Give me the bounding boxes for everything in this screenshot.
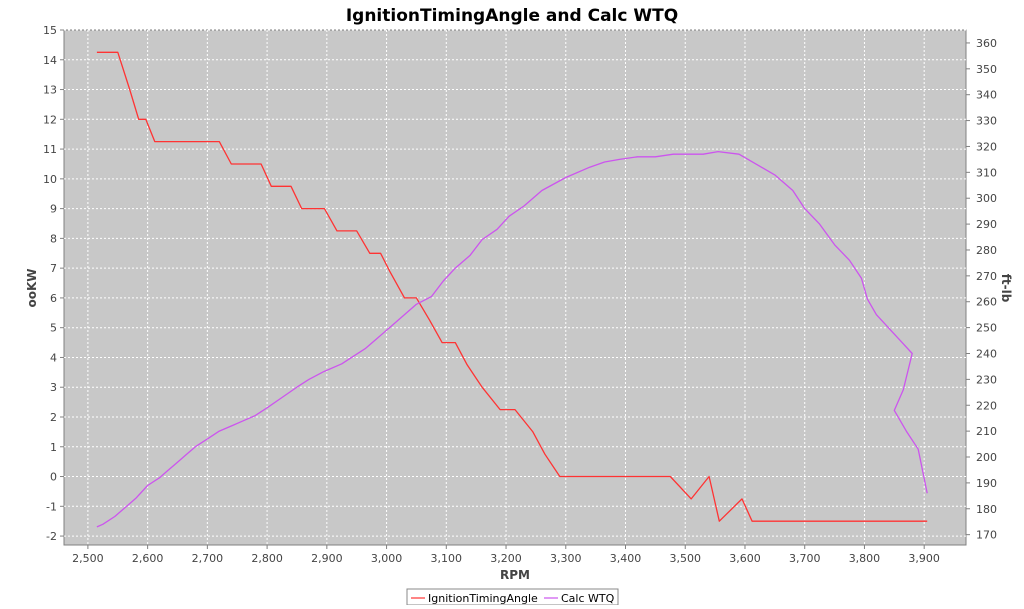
x-tick-label: 3,600 [729,552,761,565]
legend-label-calc-wtq: Calc WTQ [561,592,615,605]
x-tick-label: 3,700 [789,552,821,565]
y-left-tick-label: 12 [43,113,57,126]
series-line-calc-wtq [96,150,928,528]
x-tick-label: 2,900 [311,552,343,565]
y-left-tick-label: 14 [43,54,57,67]
y-right-tick-label: 360 [976,37,997,50]
x-axis-label: RPM [500,568,530,582]
y-left-tick-label: -1 [46,500,57,513]
y-left-tick-label: 3 [50,381,57,394]
y-right-tick-label: 260 [976,296,997,309]
y-axis-right-label: ft-lb [999,274,1013,303]
y-right-tick-label: 350 [976,63,997,76]
x-tick-label: 3,800 [849,552,881,565]
y-right-tick-label: 300 [976,192,997,205]
y-left-tick-label: 8 [50,232,57,245]
x-tick-label: 2,600 [132,552,164,565]
y-left-tick-label: 9 [50,203,57,216]
plot-area [63,29,967,546]
y-left-tick-label: 1 [50,441,57,454]
x-tick-label: 3,200 [490,552,522,565]
series-line-ignition-timing-angle [96,51,928,522]
y-left-tick-label: 13 [43,84,57,97]
legend-label-ignition: IgnitionTimingAngle [428,592,538,605]
x-tick-label: 3,100 [431,552,463,565]
y-left-tick-label: 11 [43,143,57,156]
y-left-tick-label: 2 [50,411,57,424]
y-left-tick-label: 6 [50,292,57,305]
y-axis-left-label: ooKW [25,268,39,307]
x-tick-label: 3,400 [610,552,642,565]
y-right-tick-label: 290 [976,218,997,231]
x-tick-label: 3,300 [550,552,582,565]
x-tick-label: 2,700 [192,552,224,565]
chart-title: IgnitionTimingAngle and Calc WTQ [346,6,678,26]
y-right-tick-label: 200 [976,451,997,464]
y-right-tick-label: 310 [976,166,997,179]
y-right-tick-label: 240 [976,347,997,360]
y-right-tick-label: 190 [976,477,997,490]
y-right-tick-label: 170 [976,529,997,542]
y-right-tick-label: 220 [976,399,997,412]
y-axis-right: 170 180 190 200 210 220 230 240 250 260 270 280 290 3… [966,37,997,542]
x-tick-label: 3,000 [371,552,403,565]
x-axis: 2,500 2,600 2,700 2,800 2,900 3,000 3,100 3,200… [72,545,940,565]
x-tick-label: 2,500 [72,552,104,565]
y-right-tick-label: 270 [976,270,997,283]
y-right-tick-label: 210 [976,425,997,438]
y-right-tick-label: 320 [976,140,997,153]
x-tick-label: 2,800 [251,552,283,565]
series-layer [96,51,928,528]
x-tick-label: 3,500 [669,552,701,565]
y-left-tick-label: 15 [43,24,57,37]
y-right-tick-label: 230 [976,373,997,386]
y-left-tick-label: -2 [46,530,57,543]
y-right-tick-label: 330 [976,115,997,128]
y-right-tick-label: 280 [976,244,997,257]
y-left-tick-label: 4 [50,351,57,364]
y-right-tick-label: 340 [976,89,997,102]
y-left-tick-label: 10 [43,173,57,186]
legend: IgnitionTimingAngle Calc WTQ [406,588,619,606]
y-right-tick-label: 250 [976,322,997,335]
y-left-tick-label: 7 [50,262,57,275]
y-left-tick-label: 5 [50,322,57,335]
y-right-tick-label: 180 [976,503,997,516]
x-tick-label: 3,900 [908,552,940,565]
y-left-tick-label: 0 [50,471,57,484]
